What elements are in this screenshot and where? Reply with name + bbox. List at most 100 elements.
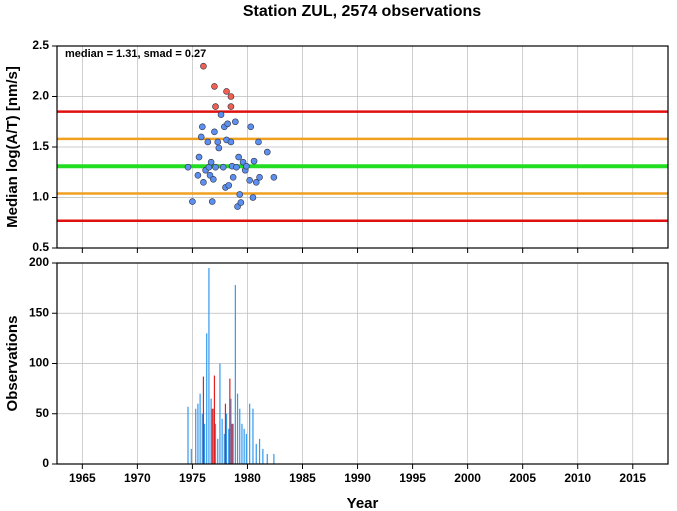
point bbox=[247, 123, 255, 131]
bar bbox=[206, 333, 208, 464]
point bbox=[252, 179, 260, 186]
point bbox=[217, 111, 225, 118]
point bbox=[225, 182, 233, 189]
bar bbox=[273, 453, 275, 464]
point bbox=[208, 198, 216, 205]
bar bbox=[239, 408, 241, 464]
y-tick-label: 200 bbox=[29, 255, 49, 269]
bar bbox=[245, 433, 247, 464]
x-tick-label: 2000 bbox=[454, 471, 481, 485]
point bbox=[236, 191, 244, 198]
point bbox=[233, 163, 240, 171]
bar bbox=[230, 398, 232, 464]
annotation: median = 1.31, smad = 0.27 bbox=[65, 48, 206, 60]
plot-frame bbox=[56, 262, 669, 465]
y-axis-label: Observations bbox=[4, 316, 21, 412]
bar bbox=[221, 418, 223, 464]
x-axis-label: Year bbox=[347, 495, 379, 511]
y-tick-label: 150 bbox=[29, 305, 49, 319]
point bbox=[246, 177, 253, 184]
point bbox=[227, 138, 235, 146]
y-tick-label: 0.5 bbox=[32, 240, 49, 254]
point bbox=[212, 103, 219, 110]
y-tick-label: 50 bbox=[36, 406, 50, 420]
point bbox=[200, 62, 207, 70]
point bbox=[199, 123, 206, 131]
point bbox=[219, 163, 227, 171]
bar bbox=[202, 376, 205, 464]
point bbox=[270, 174, 278, 181]
bar bbox=[219, 363, 221, 464]
bar bbox=[197, 403, 199, 464]
x-tick-label: 1995 bbox=[399, 471, 426, 485]
x-tick-label: 2015 bbox=[619, 471, 646, 485]
bar bbox=[203, 423, 206, 464]
bar bbox=[234, 285, 236, 464]
point bbox=[235, 153, 242, 161]
point bbox=[227, 103, 235, 110]
bar bbox=[243, 428, 245, 464]
x-tick-label: 1980 bbox=[234, 471, 261, 485]
y-tick-label: 2.5 bbox=[32, 38, 49, 52]
x-tick-label: 1975 bbox=[179, 471, 206, 485]
bar bbox=[208, 268, 210, 464]
bar bbox=[255, 443, 257, 464]
x-tick-label: 2010 bbox=[564, 471, 591, 485]
point bbox=[215, 144, 223, 152]
point bbox=[256, 174, 263, 181]
point bbox=[263, 148, 271, 156]
y-tick-label: 2.0 bbox=[32, 89, 49, 103]
point bbox=[224, 120, 231, 128]
bar bbox=[190, 448, 192, 464]
point bbox=[207, 158, 215, 166]
bar bbox=[225, 413, 228, 464]
bar bbox=[199, 393, 201, 464]
bar bbox=[236, 393, 239, 464]
point bbox=[211, 83, 218, 90]
bar bbox=[228, 428, 230, 464]
point bbox=[250, 157, 258, 165]
point bbox=[243, 162, 250, 170]
point bbox=[237, 199, 245, 206]
bar bbox=[187, 406, 189, 464]
bar bbox=[214, 423, 217, 464]
point bbox=[249, 194, 257, 201]
point bbox=[194, 171, 202, 179]
bar bbox=[210, 398, 212, 464]
bar bbox=[258, 438, 261, 464]
chart-title: Station ZUL, 2574 observations bbox=[243, 3, 481, 20]
point bbox=[232, 118, 239, 126]
point bbox=[197, 133, 205, 141]
point bbox=[229, 174, 237, 181]
x-tick-label: 1985 bbox=[289, 471, 316, 485]
y-tick-label: 1.5 bbox=[32, 139, 49, 153]
bar bbox=[266, 453, 268, 464]
y-axis-label: Median log(A/T) [nm/s] bbox=[4, 66, 21, 228]
y-tick-label: 1.0 bbox=[32, 190, 49, 204]
bar bbox=[211, 408, 213, 464]
bar bbox=[231, 423, 233, 464]
plot-frame bbox=[56, 45, 669, 249]
bar bbox=[201, 413, 203, 464]
point bbox=[195, 153, 203, 161]
point bbox=[227, 93, 235, 100]
x-tick-label: 1965 bbox=[69, 471, 96, 485]
bar bbox=[217, 438, 219, 464]
y-tick-label: 0 bbox=[42, 456, 49, 470]
bar bbox=[213, 375, 216, 464]
point bbox=[223, 88, 230, 95]
x-tick-label: 1990 bbox=[344, 471, 371, 485]
x-tick-label: 1970 bbox=[124, 471, 151, 485]
bar bbox=[212, 408, 214, 464]
point bbox=[189, 198, 196, 205]
x-tick-label: 2005 bbox=[509, 471, 536, 485]
point bbox=[184, 163, 192, 171]
point bbox=[212, 163, 219, 171]
y-tick-label: 100 bbox=[29, 356, 49, 370]
point bbox=[214, 138, 222, 146]
point bbox=[255, 138, 262, 146]
bar bbox=[262, 448, 264, 464]
bar bbox=[249, 403, 251, 464]
point bbox=[211, 128, 218, 136]
